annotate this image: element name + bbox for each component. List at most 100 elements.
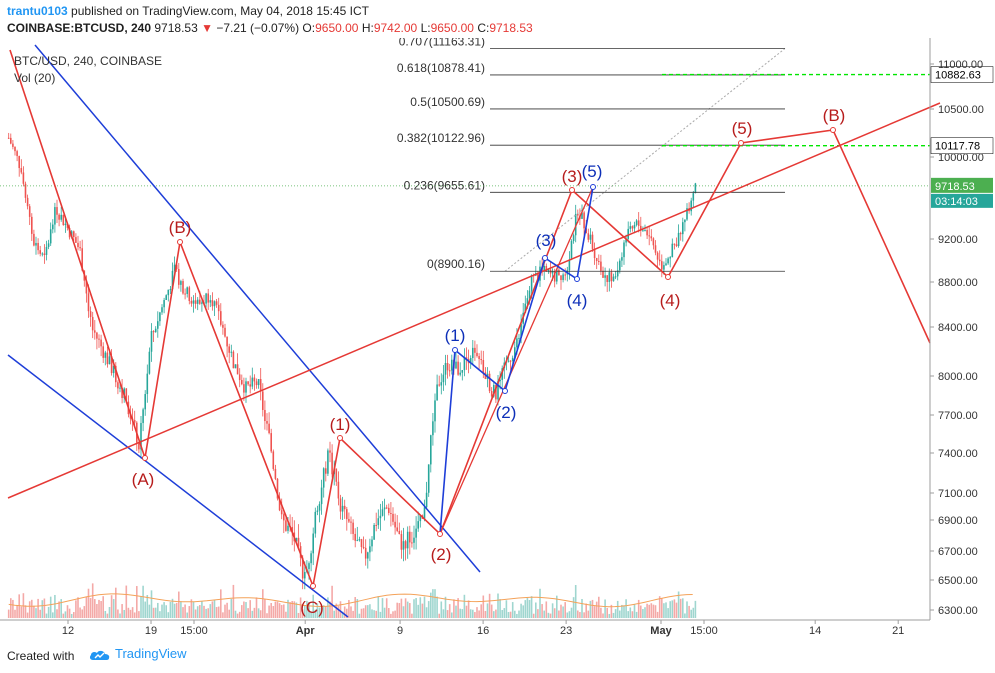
volume-bar [385,598,388,618]
candle-body [518,337,520,339]
volume-bar [390,613,392,618]
candle-body [686,208,688,220]
time-tick-label: 14 [809,625,821,637]
candle-body [146,373,149,395]
volume-bar [383,607,386,618]
red-wave-label: (5) [732,119,753,138]
volume-bar [667,608,669,618]
price-tick-label: 8800.00 [938,277,978,289]
candle-body [180,281,182,285]
volume-bar [406,601,409,618]
volume-bar [283,604,285,618]
candle-body [60,214,62,220]
volume-bar [541,604,543,618]
volume-bar [297,612,300,618]
volume-bar [686,601,688,618]
volume-bar [400,598,403,618]
candle-body [278,498,281,511]
candle-body [37,242,39,251]
price-tick-label: 6300.00 [938,605,978,617]
candle-body [310,553,312,564]
candle-body [509,360,512,362]
volume-bar [574,585,577,618]
volume-bar [455,605,457,618]
volume-bar [224,604,226,618]
volume-bar [238,611,241,618]
volume-bar [140,596,142,618]
candle-body [41,253,44,255]
volume-bar [457,598,459,618]
candle-body [110,356,113,374]
candle-body [656,252,659,260]
candle-body [272,451,275,469]
volume-bar [650,603,653,618]
volume-bar [16,605,18,618]
volume-bar [644,607,646,618]
price-tick-label: 6900.00 [938,515,978,527]
volume-bar [211,601,214,618]
candle-body [325,468,327,474]
candle-body [404,541,407,549]
candle-body [14,146,16,152]
candle-body [16,151,18,157]
footer: Created with TradingView [0,638,995,673]
candle-body [211,300,214,307]
volume-bar [409,603,411,618]
volume-bar [245,602,247,618]
price-chart[interactable]: 0.707(11163.31) 0.618(10878.41) 0.5(10500.… [0,38,995,638]
volume-bar [448,604,451,618]
target-level-tag-label: 10117.78 [935,141,980,153]
volume-bar [131,607,134,618]
red-wave-pivot [310,583,316,589]
candle-body [140,423,142,450]
blue-wave-label: (1) [445,326,466,345]
volume-bar [129,609,132,618]
volume-bar [167,612,170,618]
volume-bar [320,607,323,618]
volume-bar [419,597,422,618]
candle-body [526,298,529,304]
volume-bar [278,603,281,618]
candle-body [106,352,109,365]
volume-bar [264,598,266,618]
volume-bar [89,598,92,618]
candle-body [350,521,352,523]
candle-body [472,347,474,359]
candle-body [331,452,333,475]
volume-bar [677,591,680,618]
volume-bar [631,611,634,618]
candle-body [392,513,394,522]
volume-bar [461,609,464,618]
candle-body [589,234,592,240]
volume-bar [154,607,157,618]
volume-bar [600,607,602,618]
blue-wave-pivot [542,255,548,261]
candle-body [217,304,220,312]
volume-bar [648,604,650,618]
volume-bar [444,596,447,618]
candle-body [423,507,426,519]
blue-wave-label: (4) [567,291,588,310]
candle-body [553,271,556,282]
tradingview-logo[interactable]: TradingView [89,646,187,661]
volume-bar [205,608,207,618]
candle-body [270,433,272,452]
volume-bar [192,601,195,618]
candle-body [318,504,321,511]
red-wave-label: (A) [132,470,155,489]
candle-body [304,572,306,579]
candle-body [268,423,270,434]
candle-body [77,242,79,248]
volume-bar [236,613,239,618]
candle-body [64,223,67,226]
candle-body [87,293,90,312]
volume-bar [497,593,499,618]
candle-body [173,264,176,271]
volume-bars [7,583,697,618]
price-tick-label: 7100.00 [938,488,978,500]
volume-bar [104,610,107,618]
author-link[interactable]: trantu0103 [7,4,68,18]
price-tick-label: 10500.00 [938,104,984,116]
volume-bar [266,613,268,618]
candle-body [514,347,516,358]
